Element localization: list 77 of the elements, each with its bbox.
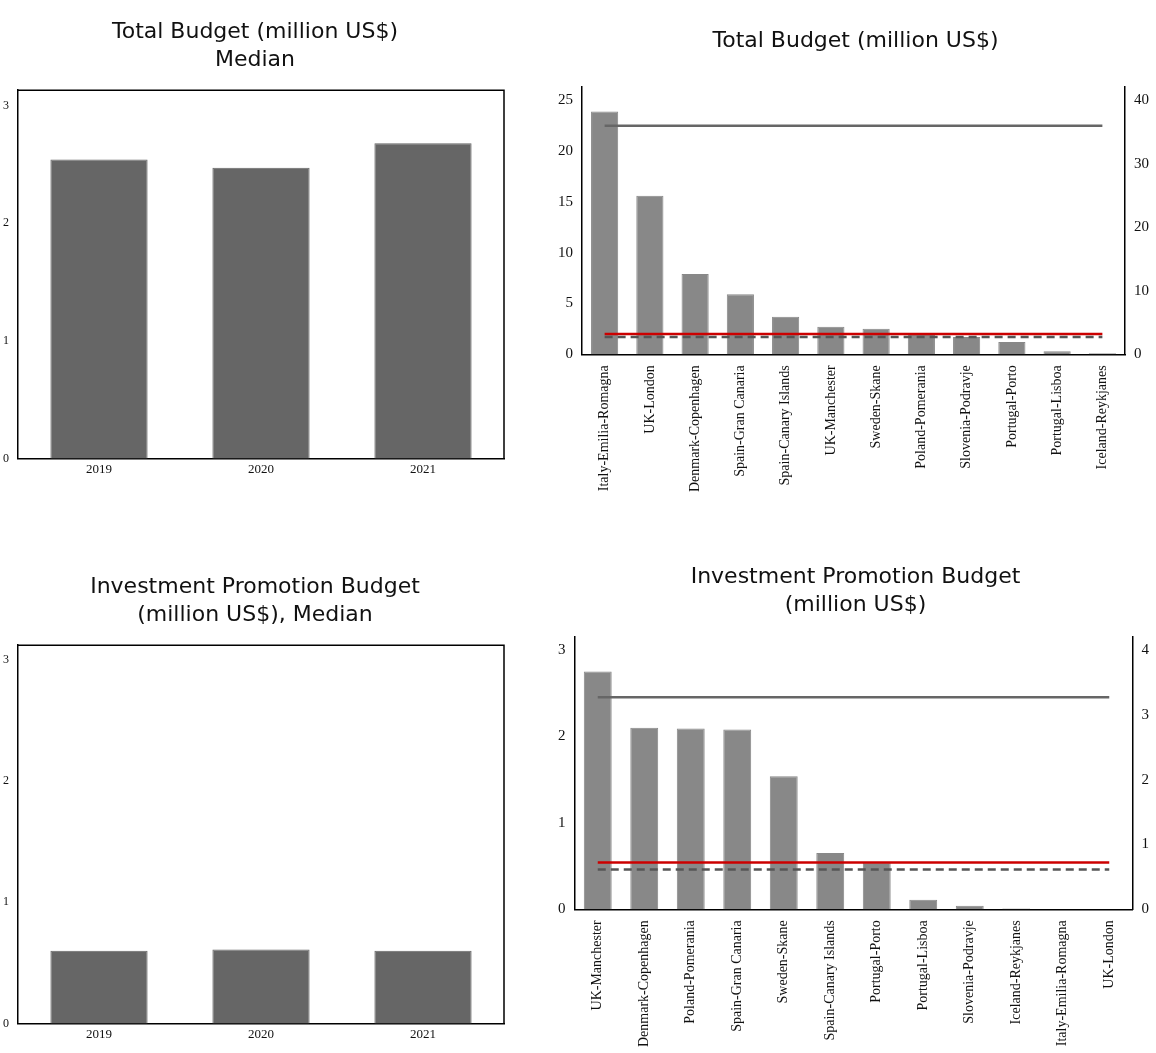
x-tick-label: Spain-Canary Islands (777, 365, 793, 486)
y-tick-label: 3 (558, 640, 566, 657)
y2-tick-label: 0 (1141, 900, 1149, 917)
x-tick-label: 2020 (248, 460, 274, 476)
bar (591, 111, 619, 355)
x-tick-label: Slovenia-Podravje (958, 365, 974, 469)
y2-tick-label: 3 (1141, 705, 1149, 722)
y-tick-label: 2 (558, 727, 566, 744)
bar (583, 671, 612, 910)
x-tick-label: Spain-Gran Canaria (728, 919, 744, 1032)
y-tick-label: 3 (3, 651, 9, 666)
y2-tick-label: 20 (1134, 218, 1149, 235)
y-tick-label: 1 (558, 813, 566, 830)
x-tick-label: Italy-Emilia-Romagna (1054, 919, 1070, 1047)
y-tick-label: 3 (3, 97, 9, 112)
y-tick-label: 0 (3, 450, 9, 465)
x-tick-label: UK-Manchester (822, 364, 838, 456)
bar (676, 728, 705, 910)
x-tick-label: UK-Manchester (589, 919, 605, 1011)
chart-title: Total Budget (million US$) (712, 26, 999, 54)
y-tick-label: 10 (558, 243, 573, 260)
x-tick-label: Spain-Canary Islands (821, 920, 837, 1041)
chart-title: Investment Promotion Budget (million US$) (690, 562, 1021, 618)
bar (909, 899, 938, 910)
bar (862, 862, 891, 910)
y-tick-label: 1 (3, 332, 9, 347)
x-tick-label: Spain-Gran Canaria (732, 364, 748, 477)
y2-tick-label: 40 (1134, 91, 1149, 108)
x-tick-label: Italy-Emilia-Romagna (596, 364, 612, 492)
x-tick-label: 2020 (248, 1025, 274, 1041)
chart-title: Investment Promotion Budget (million US$), Median (90, 572, 420, 628)
x-tick-label: 2021 (410, 1025, 436, 1041)
x-tick-label: Denmark-Copenhagen (635, 920, 651, 1047)
x-tick-label: Poland-Pomerania (913, 364, 929, 469)
x-tick-label: Portugal-Porto (868, 920, 884, 1003)
x-tick-label: 2021 (410, 460, 436, 476)
x-tick-label: 2019 (86, 460, 112, 476)
x-tick-label: Slovenia-Podravje (961, 920, 977, 1024)
bar (636, 195, 664, 355)
bar (726, 294, 754, 355)
y2-tick-label: 1 (1141, 835, 1149, 852)
y2-tick-label: 10 (1134, 281, 1149, 298)
y2-tick-label: 0 (1134, 345, 1142, 362)
bar (630, 727, 659, 910)
bar (953, 336, 981, 355)
bar (1043, 351, 1071, 355)
y-tick-label: 5 (565, 294, 573, 311)
x-tick-label: UK-London (1100, 920, 1116, 989)
y-tick-label: 2 (3, 215, 9, 230)
y2-tick-label: 4 (1141, 640, 1150, 657)
y-tick-label: 0 (3, 1015, 9, 1030)
x-tick-label: Denmark-Copenhagen (686, 365, 702, 492)
x-tick-label: Iceland-Reykjanes (1007, 920, 1023, 1025)
x-tick-label: UK-London (641, 365, 657, 434)
x-tick-label: Portugal-Lisboa (1048, 364, 1064, 456)
bar (769, 776, 798, 910)
bar (723, 729, 752, 910)
x-tick-label: Iceland-Reykjanes (1094, 365, 1110, 470)
y-tick-label: 1 (3, 894, 9, 909)
x-tick-label: Sweden-Skane (867, 365, 883, 449)
bar (816, 853, 845, 910)
y2-tick-label: 2 (1141, 770, 1149, 787)
y-tick-label: 25 (558, 91, 573, 108)
x-tick-label: Portugal-Lisboa (914, 919, 930, 1011)
y-tick-label: 15 (558, 192, 573, 209)
y-tick-label: 2 (3, 773, 9, 788)
x-tick-label: Portugal-Porto (1003, 365, 1019, 448)
bar (998, 342, 1026, 355)
y2-tick-label: 30 (1134, 154, 1149, 171)
chart-title: Total Budget (million US$) Median (111, 17, 399, 73)
x-tick-label: 2019 (86, 1025, 112, 1041)
y-tick-label: 0 (565, 345, 573, 362)
x-tick-label: Poland-Pomerania (682, 919, 698, 1024)
y-tick-label: 0 (558, 900, 566, 917)
x-tick-label: Sweden-Skane (775, 920, 791, 1004)
bar (681, 273, 709, 355)
y-tick-label: 20 (558, 141, 573, 158)
